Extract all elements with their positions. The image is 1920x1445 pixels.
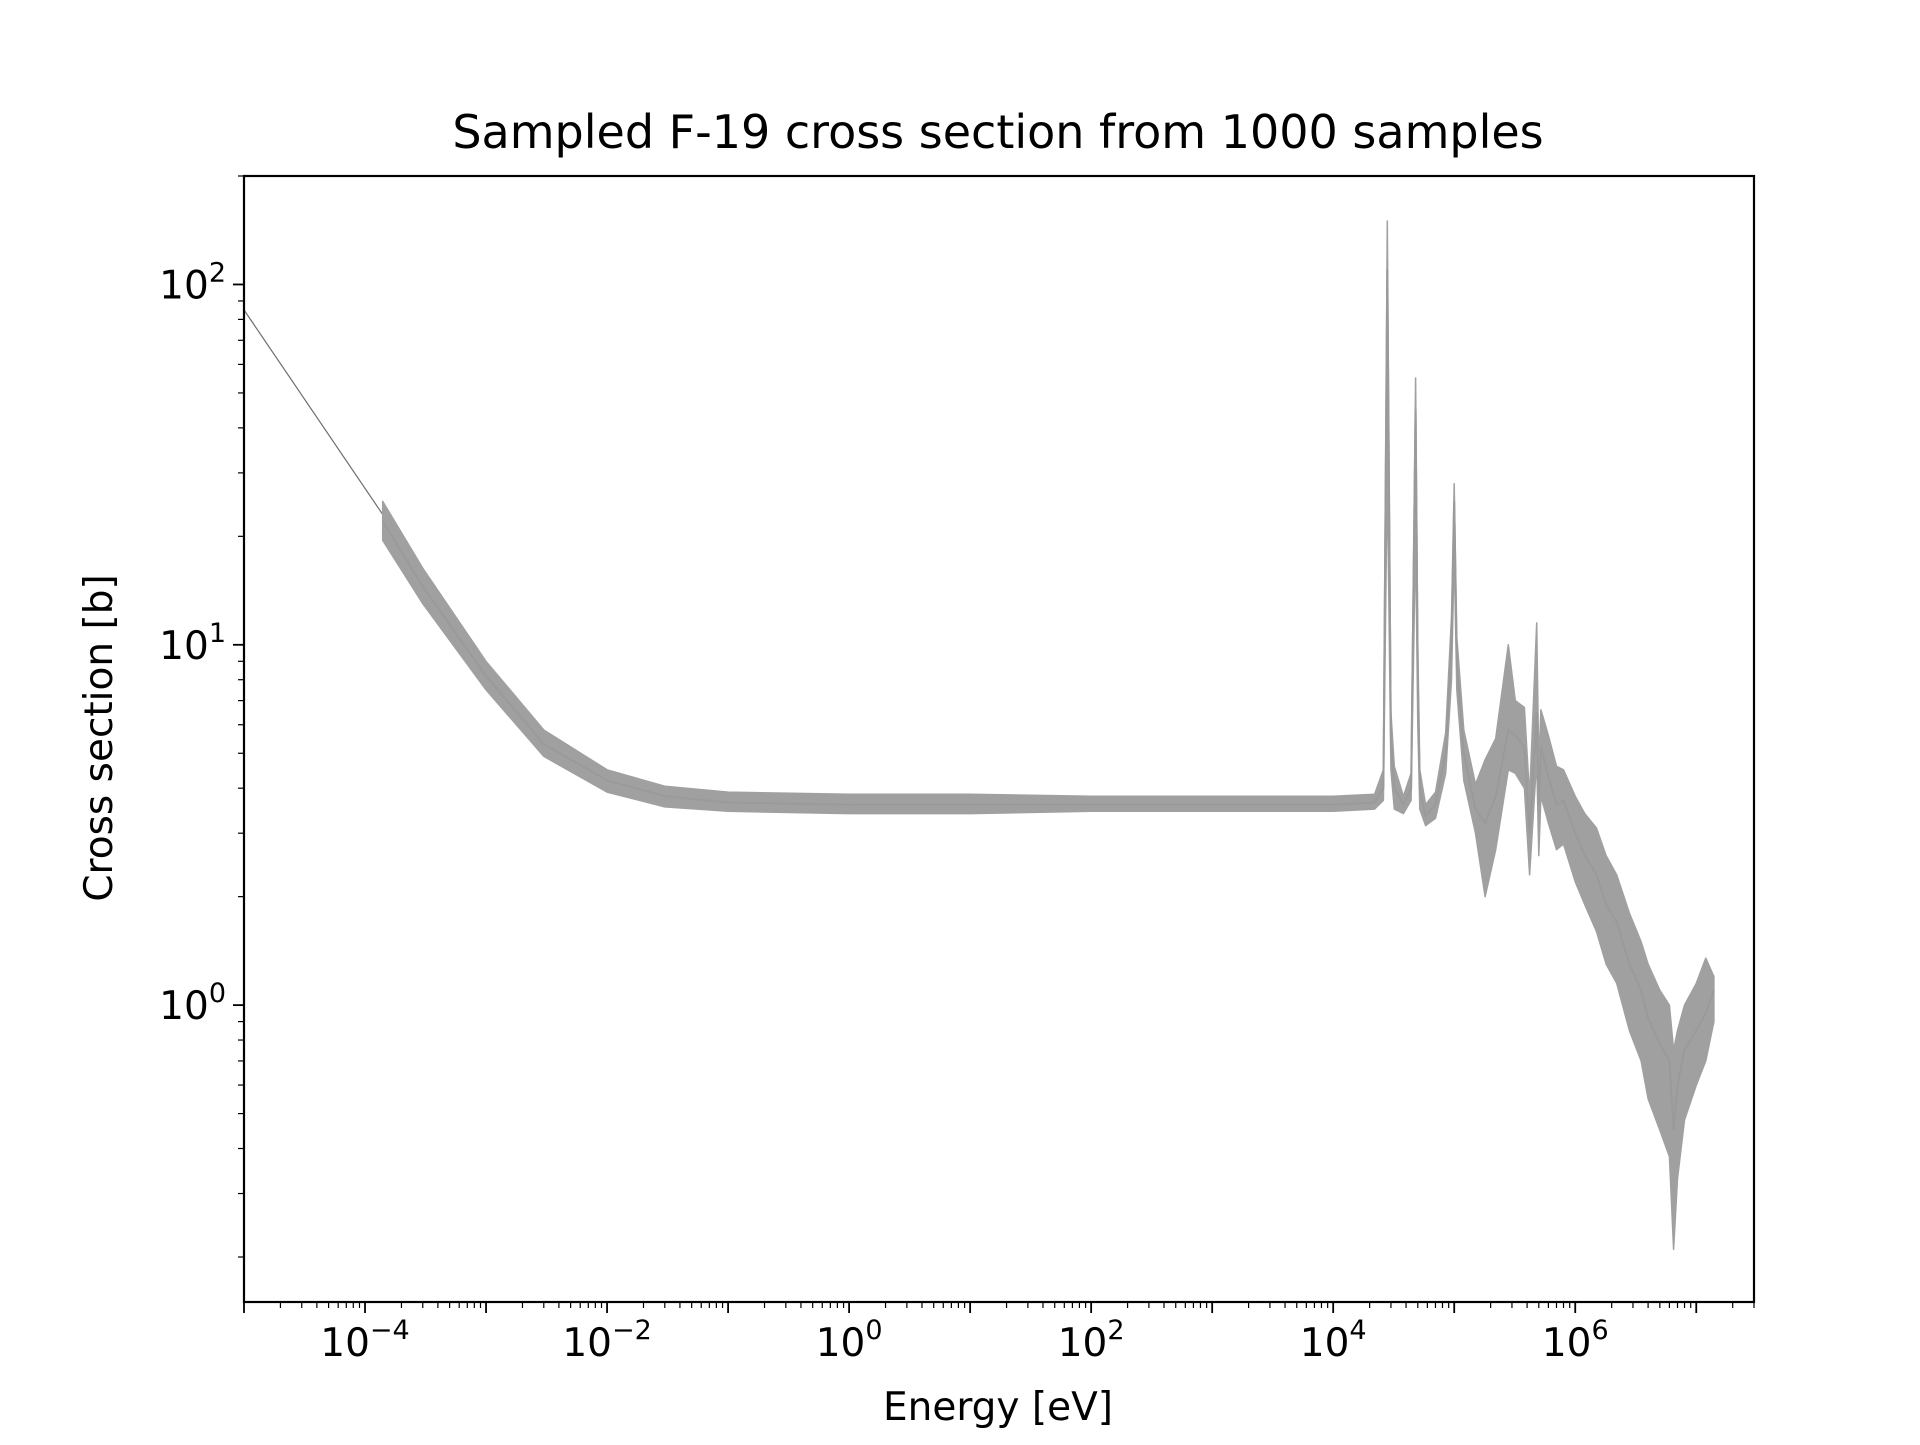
x-tick-label: 102	[1058, 1315, 1125, 1366]
x-tick-label: 106	[1542, 1315, 1609, 1366]
plot-frame	[242, 174, 1756, 1304]
x-tick-label: 100	[816, 1315, 883, 1366]
y-tick-label: 101	[159, 618, 226, 669]
y-axis-label: Cross section [b]	[77, 574, 122, 901]
x-tick-label: 104	[1300, 1315, 1367, 1366]
y-tick-label: 100	[159, 978, 226, 1029]
x-tick-label: 10−2	[562, 1315, 651, 1366]
x-axis-label: Energy [eV]	[883, 1385, 1113, 1430]
x-tick-label: 10−4	[320, 1315, 409, 1366]
series-mean-line	[381, 269, 1715, 1131]
tick-layer: 10−4 10−2 100 102 104 106 100 101 102	[159, 175, 1755, 1366]
chart-title: Sampled F-19 cross section from 1000 sam…	[452, 105, 1543, 159]
y-tick-label: 102	[159, 257, 226, 308]
series-tail-line	[243, 309, 384, 515]
plot-layer	[243, 220, 1715, 1251]
